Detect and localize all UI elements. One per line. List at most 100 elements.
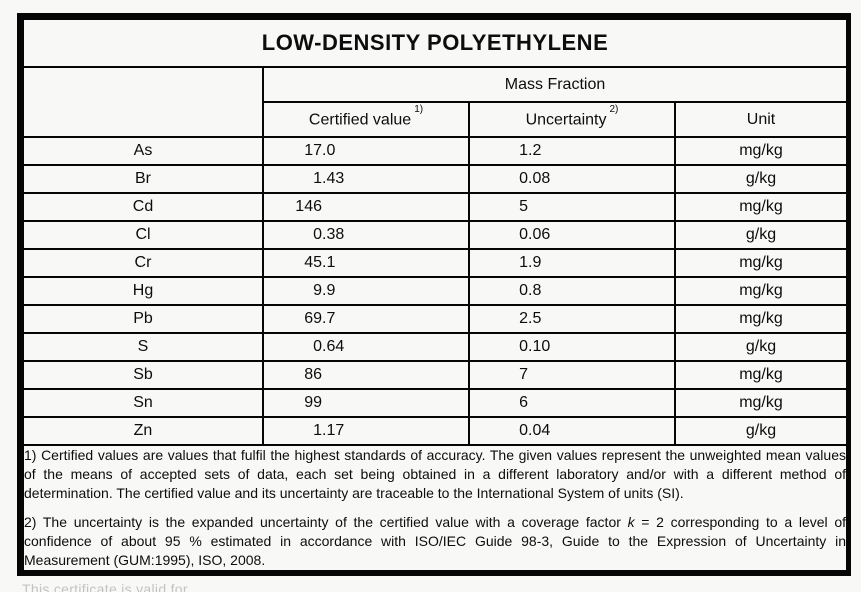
document-title: LOW-DENSITY POLYETHYLENE [22,18,848,68]
column-header-certified-value: Certified value1) [262,101,470,138]
table-row: Pb 69.7 2.5 mg/kg [22,304,848,334]
certified-value-cell: 1.17 [262,416,470,446]
group-header-mass-fraction: Mass Fraction [262,66,848,103]
integer-part: 1 [313,422,322,439]
certified-value-label: Certified value [308,111,412,129]
certified-value-cell: 99 [262,388,470,418]
element-cell: Sb [22,360,264,390]
decimal-aligned-number: 17.0 [264,142,335,160]
uncertainty-cell: 6 [468,388,676,418]
integer-part: 1 [519,254,528,271]
element-cell: Cd [22,192,264,222]
certificate-document: LOW-DENSITY POLYETHYLENE Mass Fraction C… [17,13,851,576]
certified-value-cell: 0.38 [262,220,470,250]
footnote-2-text-start: 2) The uncertainty is the expanded uncer… [24,514,628,530]
fraction-part: .2 [528,142,542,159]
integer-part: 1 [519,142,528,159]
uncertainty-label: Uncertainty [525,111,607,129]
unit-cell: mg/kg [674,248,848,278]
decimal-aligned-number: 0.08 [470,170,550,188]
table-row: Cr 45.1 1.9 mg/kg [22,248,848,278]
uncertainty-cell: 0.10 [468,332,676,362]
integer-part: 6 [519,394,528,411]
uncertainty-cell: 0.8 [468,276,676,306]
integer-part: 17 [304,142,322,159]
integer-part: 7 [519,366,528,383]
integer-part: 0 [519,422,528,439]
element-cell: Sn [22,388,264,418]
column-header-unit: Unit [674,101,848,138]
table-row: Br 1.43 0.08 g/kg [22,164,848,194]
decimal-aligned-number: 1.17 [264,422,344,440]
fraction-part: .43 [322,170,345,187]
uncertainty-cell: 0.04 [468,416,676,446]
unit-cell: g/kg [674,332,848,362]
fraction-part: .10 [528,338,551,355]
fraction-part: .1 [322,254,336,271]
unit-cell: mg/kg [674,388,848,418]
unit-cell: mg/kg [674,136,848,166]
unit-cell: mg/kg [674,276,848,306]
element-cell: Cl [22,220,264,250]
integer-part: 0 [313,338,322,355]
element-cell: Zn [22,416,264,446]
footnote-ref-2: 2) [609,103,619,115]
decimal-aligned-number: 0.38 [264,226,344,244]
element-cell: Hg [22,276,264,306]
fraction-part: .5 [528,310,542,327]
decimal-aligned-number: 69.7 [264,310,335,328]
integer-part: 99 [304,394,322,411]
element-column-header [22,66,264,138]
unit-cell: g/kg [674,220,848,250]
element-cell: S [22,332,264,362]
certified-value-cell: 146 [262,192,470,222]
column-header-uncertainty: Uncertainty2) [468,101,676,138]
uncertainty-cell: 0.08 [468,164,676,194]
certified-value-cell: 17.0 [262,136,470,166]
certified-value-cell: 9.9 [262,276,470,306]
integer-part: 0 [313,226,322,243]
certified-value-cell: 69.7 [262,304,470,334]
table-row: Sn 99 6 mg/kg [22,388,848,418]
uncertainty-cell: 5 [468,192,676,222]
table-row: Hg 9.9 0.8 mg/kg [22,276,848,306]
element-cell: Pb [22,304,264,334]
unit-cell: g/kg [674,164,848,194]
certified-value-cell: 86 [262,360,470,390]
integer-part: 1 [313,170,322,187]
decimal-aligned-number: 0.04 [470,422,550,440]
decimal-aligned-number: 1.2 [470,142,541,160]
decimal-aligned-number: 9.9 [264,282,335,300]
mass-fraction-table: LOW-DENSITY POLYETHYLENE Mass Fraction C… [22,18,848,572]
certified-value-cell: 1.43 [262,164,470,194]
element-cell: As [22,136,264,166]
integer-part: 0 [519,282,528,299]
uncertainty-cell: 1.9 [468,248,676,278]
unit-cell: mg/kg [674,192,848,222]
footnotes-cell: 1) Certified values are values that fulf… [22,444,848,572]
decimal-aligned-number: 45.1 [264,254,335,272]
element-cell: Cr [22,248,264,278]
unit-cell: g/kg [674,416,848,446]
decimal-aligned-number: 0.06 [470,226,550,244]
element-cell: Br [22,164,264,194]
coverage-factor-k: k [627,514,635,530]
decimal-aligned-number: 86 [264,366,322,384]
decimal-aligned-number: 0.64 [264,338,344,356]
footnote-2: 2) The uncertainty is the expanded uncer… [24,513,846,570]
decimal-aligned-number: 0.8 [470,282,541,300]
unit-cell: mg/kg [674,360,848,390]
table-row: Zn 1.17 0.04 g/kg [22,416,848,446]
fraction-part: .38 [322,226,345,243]
decimal-aligned-number: 146 [264,198,322,216]
unit-cell: mg/kg [674,304,848,334]
decimal-aligned-number: 1.43 [264,170,344,188]
uncertainty-cell: 0.06 [468,220,676,250]
footnote-ref-1: 1) [414,103,424,115]
table-row: Cl 0.38 0.06 g/kg [22,220,848,250]
uncertainty-cell: 7 [468,360,676,390]
uncertainty-cell: 2.5 [468,304,676,334]
decimal-aligned-number: 7 [470,366,528,384]
integer-part: 86 [304,366,322,383]
decimal-aligned-number: 5 [470,198,528,216]
